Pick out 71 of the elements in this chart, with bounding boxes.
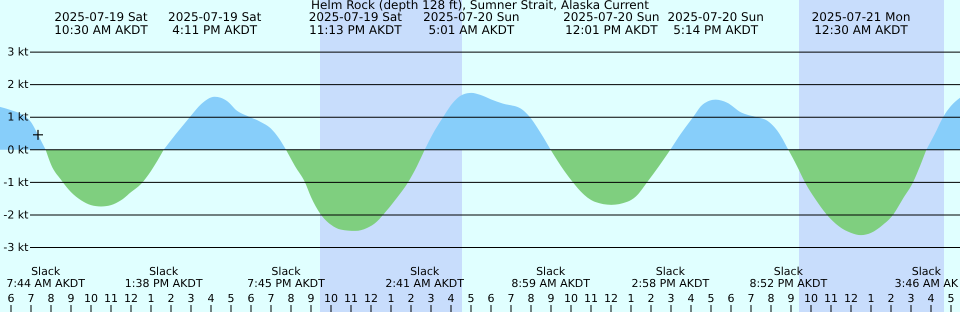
x-tick-label: 1 bbox=[148, 292, 154, 305]
x-tick-label: 1 bbox=[388, 292, 394, 305]
x-tick-label: 11 bbox=[584, 292, 598, 305]
annotation: 2025-07-19 Sat 11:13 PM AKDT bbox=[308, 10, 402, 37]
y-tick-label: 1 kt bbox=[7, 110, 30, 124]
x-tick-label: 7 bbox=[748, 292, 754, 305]
annotation: 2025-07-19 Sat 4:11 PM AKDT bbox=[168, 10, 262, 37]
x-tick-label: 2 bbox=[648, 292, 654, 305]
annotation: 2025-07-20 Sun 12:01 PM AKDT bbox=[563, 10, 660, 37]
x-tick-label: 5 bbox=[948, 292, 954, 305]
chart-title: Helm Rock (depth 128 ft), Sumner Strait, Alaska Current bbox=[311, 0, 650, 12]
x-tick-label: 7 bbox=[508, 292, 514, 305]
y-tick-label: 2 kt bbox=[7, 78, 30, 92]
annotation: Slack 2:58 PM AKDT bbox=[631, 265, 710, 290]
x-tick-label: 8 bbox=[288, 292, 294, 305]
x-tick-label: 6 bbox=[248, 292, 254, 305]
x-tick-label: 3 bbox=[668, 292, 674, 305]
x-tick-label: 7 bbox=[28, 292, 34, 305]
x-tick-label: 4 bbox=[688, 292, 694, 305]
y-tick-label: -3 kt bbox=[3, 241, 30, 254]
x-tick-label: 7 bbox=[268, 292, 274, 305]
x-tick-label: 8 bbox=[48, 292, 54, 305]
annotation: Slack 1:38 PM AKDT bbox=[124, 265, 203, 290]
x-tick-label: 10 bbox=[564, 292, 578, 305]
annotation: 2025-07-20 Sun 5:14 PM AKDT bbox=[667, 10, 764, 37]
annotation: Slack 7:44 AM AKDT bbox=[6, 265, 86, 290]
x-tick-label: 12 bbox=[124, 292, 138, 305]
x-tick-label: 8 bbox=[768, 292, 774, 305]
x-tick-label: 2 bbox=[888, 292, 894, 305]
annotation: Slack 7:45 PM AKDT bbox=[247, 265, 326, 290]
x-tick-label: 12 bbox=[364, 292, 378, 305]
x-tick-label: 5 bbox=[468, 292, 474, 305]
x-tick-label: 9 bbox=[788, 292, 794, 305]
x-tick-label: 5 bbox=[228, 292, 234, 305]
x-tick-label: 10 bbox=[324, 292, 338, 305]
x-tick-label: 12 bbox=[844, 292, 858, 305]
y-tick-label: 0 kt bbox=[7, 143, 30, 156]
x-tick-label: 10 bbox=[804, 292, 818, 305]
annotation: 2025-07-21 Mon 12:30 AM AKDT bbox=[812, 10, 910, 37]
x-tick-label: 1 bbox=[868, 292, 874, 305]
x-tick-label: 2 bbox=[408, 292, 414, 305]
x-tick-label: 1 bbox=[628, 292, 634, 305]
x-tick-label: 6 bbox=[488, 292, 494, 305]
x-tick-label: 9 bbox=[548, 292, 554, 305]
y-tick-label: -1 kt bbox=[3, 176, 30, 189]
x-tick-label: 8 bbox=[528, 292, 534, 305]
annotation: 2025-07-19 Sat 10:30 AM AKDT bbox=[54, 10, 148, 37]
x-tick-label: 12 bbox=[604, 292, 618, 305]
x-tick-label: 3 bbox=[188, 292, 194, 305]
annotation: Slack 2:41 AM AKDT bbox=[385, 265, 464, 290]
x-tick-label: 3 bbox=[908, 292, 914, 305]
x-tick-label: 11 bbox=[344, 292, 358, 305]
x-tick-label: 10 bbox=[84, 292, 98, 305]
x-tick-label: 11 bbox=[104, 292, 118, 305]
x-tick-label: 4 bbox=[448, 292, 454, 305]
x-tick-label: 5 bbox=[708, 292, 714, 305]
x-tick-label: 3 bbox=[428, 292, 434, 305]
x-tick-label: 11 bbox=[824, 292, 838, 305]
y-tick-label: 3 kt bbox=[7, 46, 30, 59]
annotation: Slack 8:52 PM AKDT bbox=[749, 265, 828, 290]
x-tick-label: 9 bbox=[68, 292, 74, 305]
annotation: Slack 3:46 AM AK bbox=[894, 265, 959, 290]
y-tick-label: -2 kt bbox=[3, 208, 30, 222]
x-tick-label: 9 bbox=[308, 292, 314, 305]
x-tick-label: 6 bbox=[8, 292, 14, 305]
x-tick-label: 4 bbox=[928, 292, 934, 305]
annotation: Slack 8:59 AM AKDT bbox=[511, 265, 590, 290]
x-tick-label: 2 bbox=[168, 292, 174, 305]
x-tick-label: 4 bbox=[208, 292, 214, 305]
annotation: 2025-07-20 Sun 5:01 AM AKDT bbox=[423, 10, 520, 37]
x-tick-label: 6 bbox=[728, 292, 734, 305]
